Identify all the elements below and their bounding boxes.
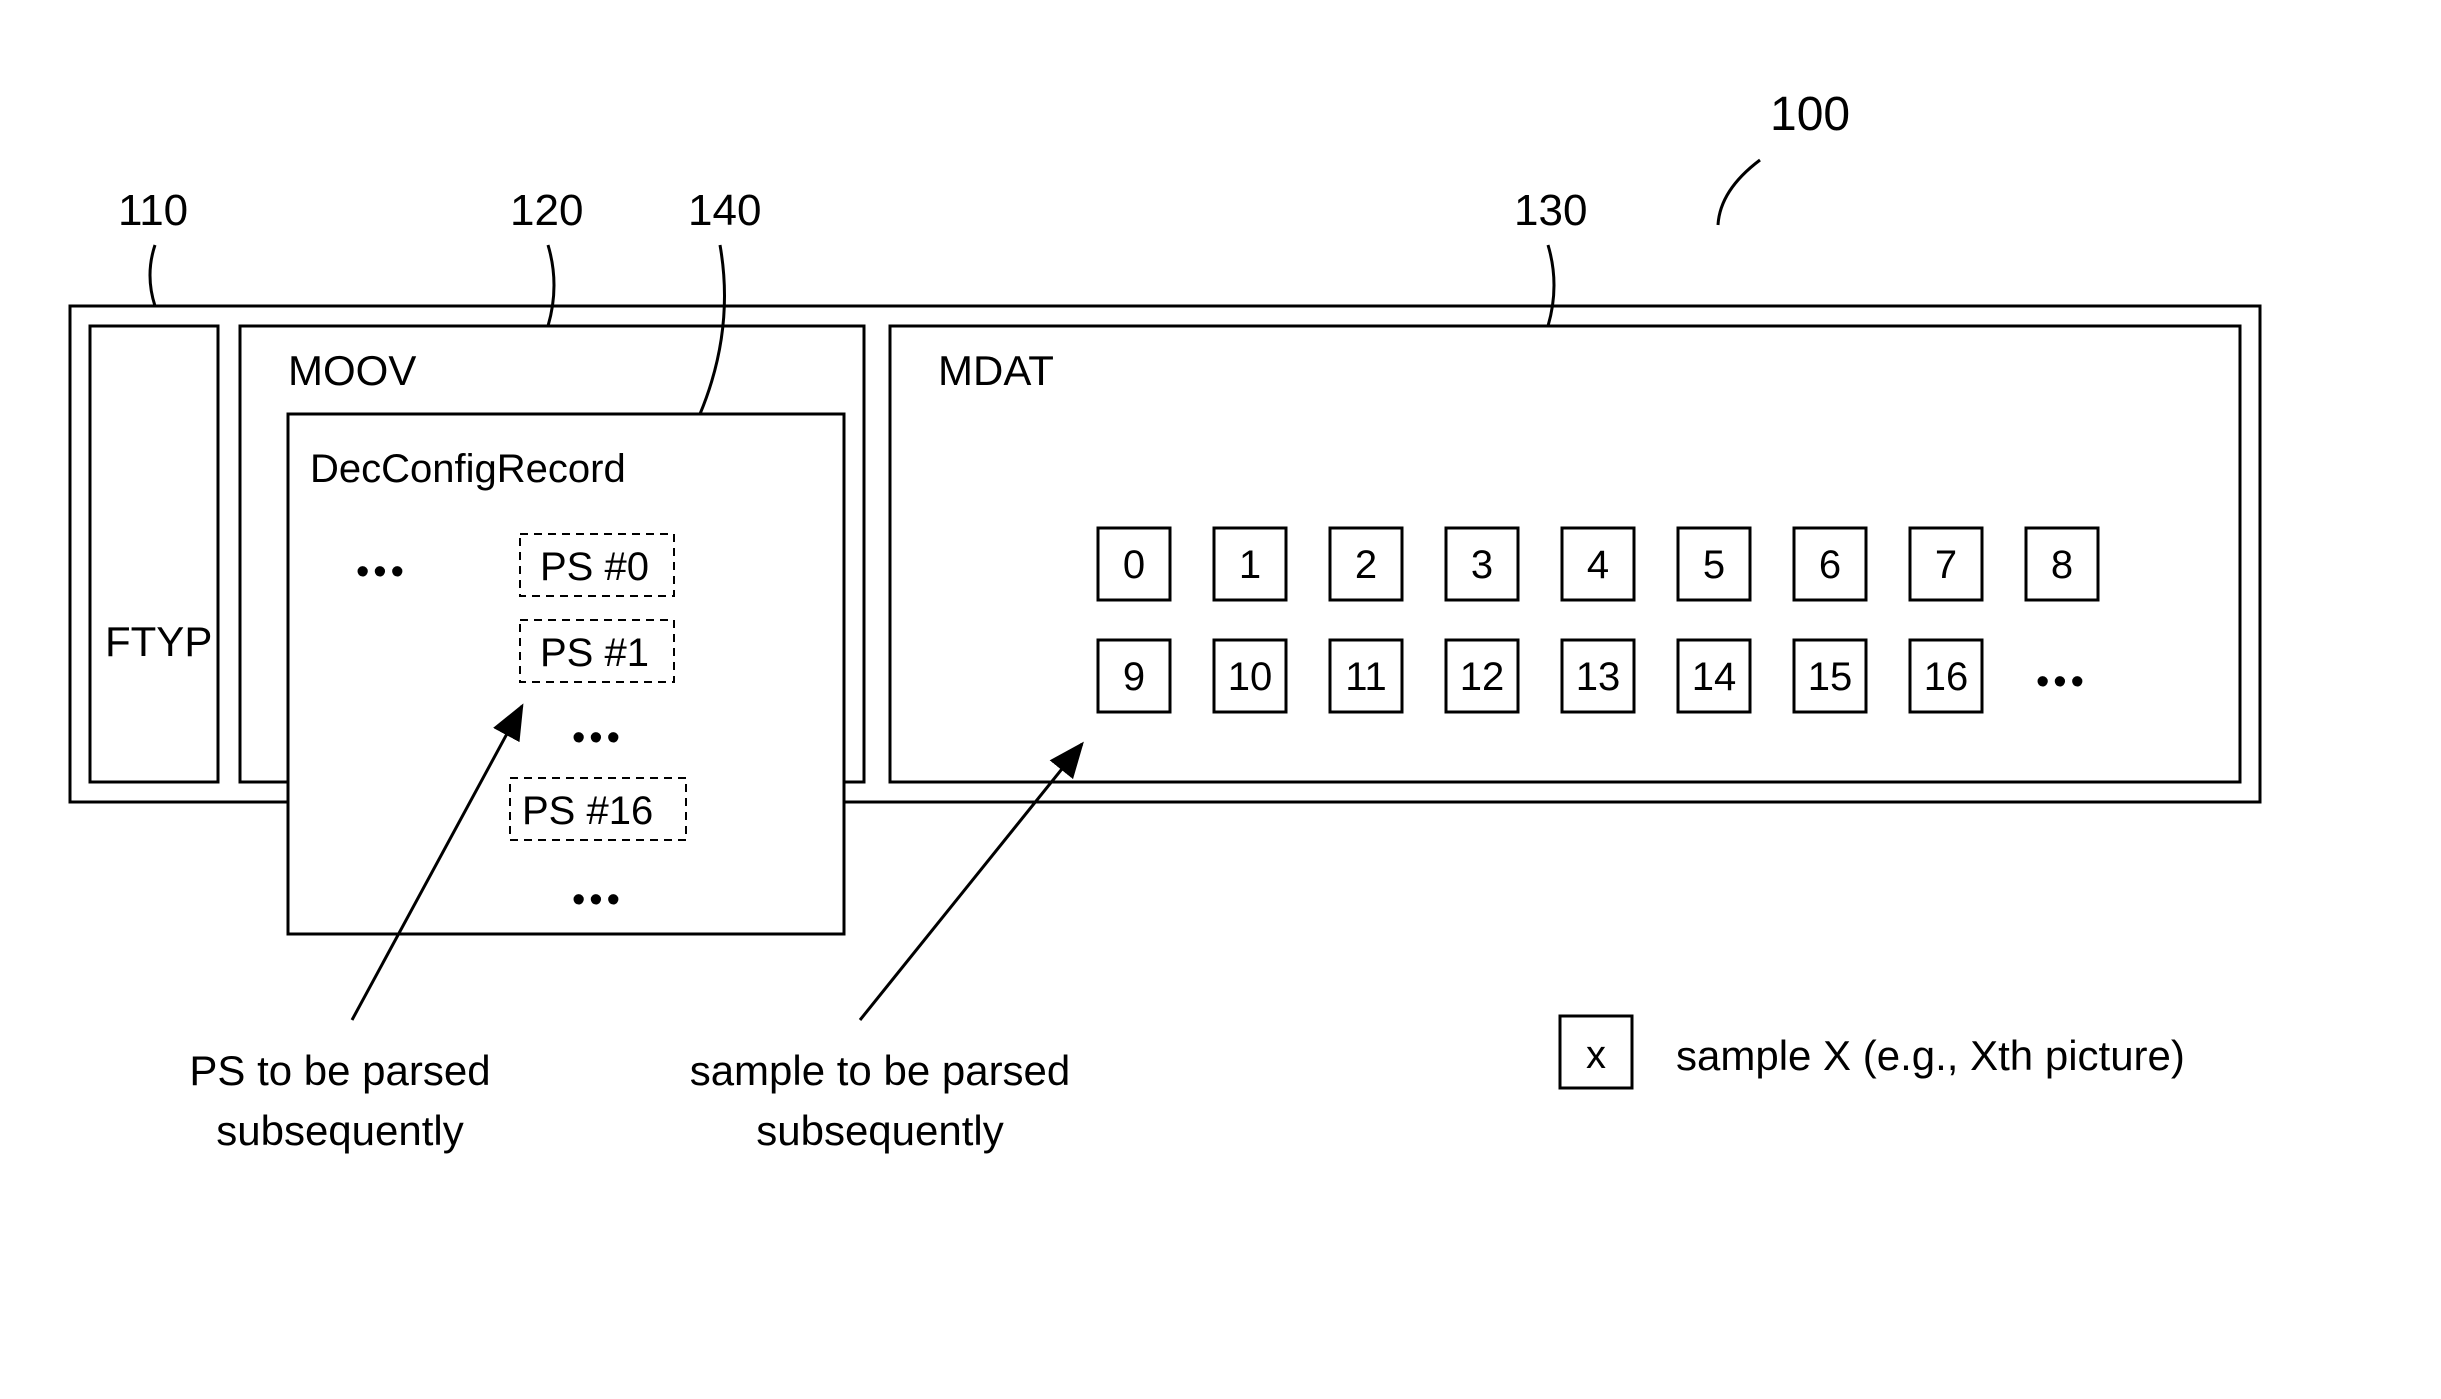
ftyp-box: [90, 326, 218, 782]
lead-120: [548, 245, 554, 326]
ps-caption-line1: PS to be parsed: [189, 1047, 490, 1094]
sample-label: 10: [1228, 655, 1273, 699]
ftyp-label: FTYP: [105, 618, 212, 665]
sample-box: 11: [1330, 640, 1402, 712]
lead-110: [150, 245, 155, 306]
sample-label: 8: [2051, 543, 2073, 587]
sample-label: 13: [1576, 655, 1621, 699]
legend-box-label: x: [1586, 1033, 1606, 1077]
sample-label: 11: [1345, 655, 1387, 699]
ps-label-1: PS #1: [540, 631, 649, 675]
sample-box: 16: [1910, 640, 1982, 712]
sample-box: 5: [1678, 528, 1750, 600]
sample-box: 8: [2026, 528, 2098, 600]
sample-box: 14: [1678, 640, 1750, 712]
sample-label: 16: [1924, 655, 1969, 699]
sample-box: 3: [1446, 528, 1518, 600]
lead-100: [1718, 160, 1760, 225]
sample-label: 12: [1460, 655, 1505, 699]
sample-box: 2: [1330, 528, 1402, 600]
ref-140: 140: [688, 186, 761, 235]
legend-text: sample X (e.g., Xth picture): [1676, 1032, 2185, 1079]
ref-110: 110: [118, 186, 188, 235]
deccfg-label: DecConfigRecord: [310, 447, 626, 491]
mdat-box: [890, 326, 2240, 782]
sample-label: 5: [1703, 543, 1725, 587]
sample-box: 7: [1910, 528, 1982, 600]
sample-box: 1: [1214, 528, 1286, 600]
mdat-label: MDAT: [938, 347, 1054, 394]
sample-box: 9: [1098, 640, 1170, 712]
samples-row1: 0 1 2 3 4 5 6 7 8: [1098, 528, 2098, 600]
deccfg-ellipsis-2: •••: [572, 717, 624, 759]
sample-box: 10: [1214, 640, 1286, 712]
ps-caption-line2: subsequently: [216, 1107, 464, 1154]
sample-arrow: [860, 744, 1082, 1020]
samples-row2: 9 10 11 12 13 14 15 16: [1098, 640, 1982, 712]
sample-box: 12: [1446, 640, 1518, 712]
moov-label: MOOV: [288, 347, 416, 394]
ref-120: 120: [510, 186, 583, 235]
sample-label: 9: [1123, 655, 1145, 699]
sample-box: 6: [1794, 528, 1866, 600]
deccfg-ellipsis-1: •••: [356, 551, 408, 593]
ps-label-16: PS #16: [522, 789, 653, 833]
sample-label: 0: [1123, 543, 1145, 587]
sample-box: 15: [1794, 640, 1866, 712]
sample-caption-line1: sample to be parsed: [690, 1047, 1071, 1094]
lead-130: [1548, 245, 1554, 326]
sample-label: 14: [1692, 655, 1737, 699]
sample-box: 13: [1562, 640, 1634, 712]
ref-130: 130: [1514, 186, 1587, 235]
deccfg-ellipsis-3: •••: [572, 879, 624, 921]
sample-label: 7: [1935, 543, 1957, 587]
ps-label-0: PS #0: [540, 545, 649, 589]
sample-label: 2: [1355, 543, 1377, 587]
diagram-canvas: FTYP MOOV DecConfigRecord ••• PS #0 PS #…: [0, 0, 2441, 1399]
sample-label: 3: [1471, 543, 1493, 587]
sample-label: 6: [1819, 543, 1841, 587]
sample-caption-line2: subsequently: [756, 1107, 1004, 1154]
ref-100: 100: [1770, 88, 1850, 141]
mdat-ellipsis: •••: [2036, 661, 2088, 703]
sample-label: 15: [1808, 655, 1853, 699]
sample-label: 1: [1239, 543, 1261, 587]
sample-label: 4: [1587, 543, 1609, 587]
lead-140: [700, 245, 725, 414]
sample-box: 0: [1098, 528, 1170, 600]
sample-box: 4: [1562, 528, 1634, 600]
